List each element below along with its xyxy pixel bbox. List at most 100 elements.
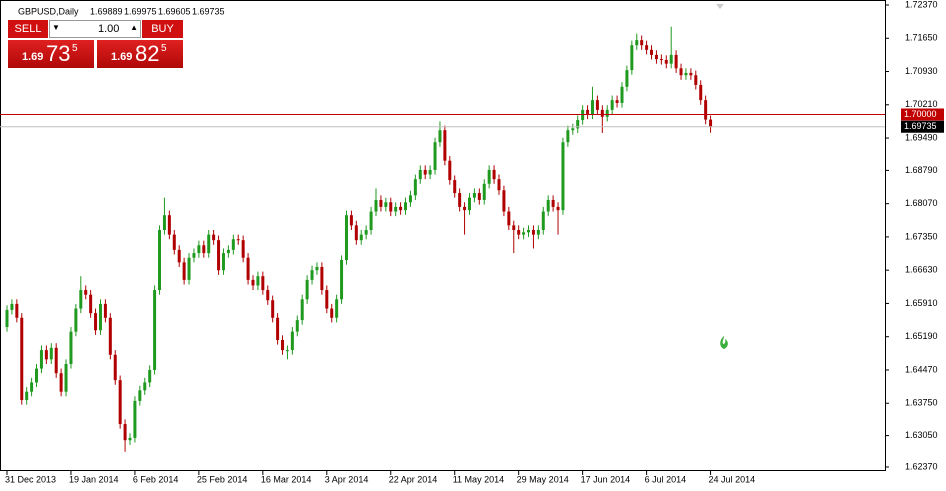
candle-body [207,234,211,254]
bid-price[interactable]: 1.69 73 5 [8,40,94,68]
candle-body [433,142,437,170]
candle-body [182,262,186,280]
candle-body [246,257,250,280]
bid-fraction: 5 [72,43,78,54]
candle-body [5,309,9,328]
candle-body [541,211,545,230]
candle-body [330,308,334,318]
candle-body [108,317,112,355]
candle-body [266,290,270,301]
x-tick-label: 11 May 2014 [453,474,504,484]
candle-body [202,245,206,254]
candle-body [153,290,157,370]
candle-body [704,100,708,120]
lot-size[interactable]: 1.00 [98,23,120,35]
candle-body [418,169,422,180]
candle-body [497,179,501,191]
candle-body [620,86,624,103]
y-tick-label: 1.67350 [905,231,938,241]
candle-body [231,239,235,250]
y-tick-label: 1.66630 [905,265,938,275]
bid-big: 1.69 [22,51,44,63]
candle-body [212,234,216,241]
candle-body [630,45,634,71]
candle-body [694,75,698,85]
buy-button[interactable]: BUY [142,20,183,38]
candle-body [354,225,358,241]
y-tick-label: 1.68070 [905,198,938,208]
y-tick-label: 1.69490 [905,132,938,142]
down-arrow[interactable]: ▼ [52,23,60,32]
candle-body [167,215,171,235]
candle-body [467,197,471,211]
candle-body [640,40,644,46]
candle-body [320,266,324,291]
candle-body [635,40,639,46]
candle-body [561,142,565,211]
candle-body [413,179,417,196]
candle-body [531,229,535,235]
bid-label: 1.69735 [904,121,937,131]
candle-body [645,45,649,50]
candle-body [335,299,339,318]
level-label: 1.70000 [904,109,937,119]
candle-body [709,119,713,127]
candle-body [20,317,24,401]
symbol: GBPUSD,Daily [18,6,79,16]
candle-body [517,229,521,235]
candle-body [251,279,255,286]
ohlc-high: 1.69975 [124,6,157,16]
candle-body [605,109,609,117]
candle-body [241,240,245,258]
ask-pips: 82 [135,41,160,66]
candle-body [59,373,63,392]
candle-body [123,424,127,441]
candle-body [571,128,575,131]
candle-body [74,308,78,332]
level-label-box [901,108,944,121]
candle-body [384,202,388,207]
y-tick-label: 1.72370 [905,0,938,9]
candle-body [325,290,329,309]
candle-body [487,169,491,184]
candle-body [512,225,516,230]
y-tick-label: 1.70210 [905,99,938,109]
x-tick-label: 6 Jul 2014 [645,474,687,484]
candle-body [261,276,265,291]
candle-body [369,211,373,230]
candle-body [674,54,678,69]
sell-button[interactable]: SELL [8,20,48,38]
candle-body [138,390,142,401]
candle-body [221,253,225,271]
candle-body [197,245,201,254]
candle-body [684,72,688,76]
candle-body [492,169,496,180]
y-tick-label: 1.65190 [905,331,938,341]
candle-body [600,109,604,117]
candle-body [404,202,408,211]
candle-body [187,257,191,280]
ask-fraction: 5 [161,43,167,54]
x-tick-label: 24 Jul 2014 [709,474,756,484]
up-arrow[interactable]: ▲ [130,23,138,32]
candle-body [158,229,162,291]
candle-body [349,215,353,226]
candle-body [699,84,703,101]
candle-body [453,180,457,194]
candle-body [522,232,526,235]
candle-body [472,193,476,198]
candle-body [103,303,107,318]
y-tick-label: 1.65910 [905,298,938,308]
ask-price[interactable]: 1.69 82 5 [97,40,183,68]
candle-body [443,130,447,161]
candle-body [98,303,102,331]
lot-spinner[interactable]: ▼ 1.00 ▲ [49,20,141,38]
candle-body [226,249,230,254]
candle-body [340,260,344,300]
candle-body [546,199,550,212]
y-tick-label: 1.62370 [905,461,938,471]
candle-body [374,199,378,212]
x-tick-label: 31 Dec 2013 [5,474,56,484]
candle-body [192,253,196,258]
logo [720,336,728,349]
